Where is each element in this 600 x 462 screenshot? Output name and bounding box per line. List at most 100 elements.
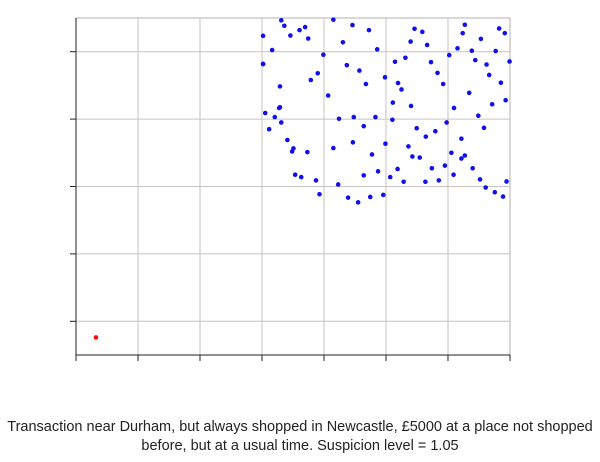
data-point [469, 48, 475, 53]
data-point [423, 134, 429, 139]
data-point [350, 140, 356, 145]
data-point [315, 70, 321, 76]
data-point [288, 33, 293, 38]
caption-line-2: before, but at a usual time. Suspicion l… [141, 438, 459, 454]
data-point [484, 62, 489, 67]
data-point [462, 22, 468, 28]
data-point [366, 27, 372, 33]
data-point [403, 55, 408, 61]
data-point [489, 101, 495, 107]
data-point [260, 33, 266, 39]
data-point [428, 59, 434, 65]
data-point [340, 39, 346, 45]
data-point [492, 189, 498, 195]
data-point [459, 156, 464, 161]
data-point [260, 61, 266, 67]
data-point [390, 117, 395, 123]
data-point [278, 18, 284, 23]
data-point [417, 155, 423, 160]
data-point [470, 166, 475, 171]
suspicious-transaction-point [93, 335, 99, 340]
chart-caption: Transaction near Durham, but always shop… [0, 418, 600, 456]
data-point [321, 52, 326, 58]
data-point [424, 42, 430, 48]
data-point [440, 81, 446, 87]
data-point [472, 57, 478, 63]
data-point [277, 84, 283, 89]
data-point [331, 145, 336, 151]
data-point [302, 24, 308, 30]
data-point [298, 174, 304, 180]
data-point [373, 114, 378, 120]
data-point [444, 120, 449, 125]
data-point [502, 30, 508, 36]
data-point [269, 47, 275, 53]
data-point [272, 114, 278, 120]
data-point [399, 87, 404, 92]
data-point [420, 29, 425, 35]
data-point [481, 125, 487, 131]
data-point [412, 26, 417, 32]
data-point [503, 97, 508, 103]
scatter-chart [70, 17, 512, 361]
data-point [367, 194, 373, 200]
data-point [345, 195, 351, 200]
data-point [414, 125, 419, 131]
data-point [351, 114, 357, 120]
data-point [466, 90, 472, 96]
data-point [500, 194, 506, 199]
data-point [476, 113, 481, 119]
data-point [477, 177, 483, 182]
data-point [383, 141, 388, 147]
data-point [357, 68, 362, 73]
data-point [335, 182, 341, 187]
data-point [460, 30, 465, 36]
data-point [285, 137, 290, 143]
data-point [483, 185, 488, 190]
data-point [498, 80, 504, 86]
data-point [361, 173, 367, 178]
data-point [455, 46, 460, 51]
data-point [350, 22, 355, 28]
data-point [429, 166, 435, 171]
data-point [410, 154, 415, 159]
data-point [297, 27, 302, 33]
data-point [277, 105, 283, 110]
data-point [266, 126, 272, 132]
data-point [486, 72, 492, 78]
data-point [433, 128, 438, 134]
data-point [408, 103, 414, 109]
data-point [291, 146, 296, 151]
data-point [493, 48, 498, 54]
data-point [507, 59, 512, 64]
data-point [282, 23, 287, 29]
data-point [395, 166, 400, 172]
data-point [262, 110, 268, 116]
data-point [459, 136, 464, 141]
data-point [478, 36, 484, 42]
data-point [317, 191, 322, 197]
data-point [436, 178, 442, 183]
data-point [375, 169, 381, 174]
data-point [390, 100, 396, 105]
data-point [278, 120, 284, 125]
caption-line-1: Transaction near Durham, but always shop… [7, 419, 593, 435]
data-point [446, 52, 452, 58]
data-point [406, 144, 411, 149]
data-point [313, 178, 319, 183]
data-point [363, 81, 369, 87]
data-point [380, 192, 386, 198]
data-point [442, 163, 448, 168]
data-point [382, 75, 388, 80]
data-point [387, 174, 393, 180]
data-point [401, 179, 406, 185]
data-point [305, 149, 310, 155]
data-point [504, 179, 509, 184]
data-point [423, 179, 428, 185]
data-point [344, 62, 350, 68]
data-point [292, 172, 298, 178]
data-point [395, 80, 401, 86]
data-point [361, 123, 367, 129]
data-point [408, 39, 413, 44]
data-point [451, 105, 457, 111]
